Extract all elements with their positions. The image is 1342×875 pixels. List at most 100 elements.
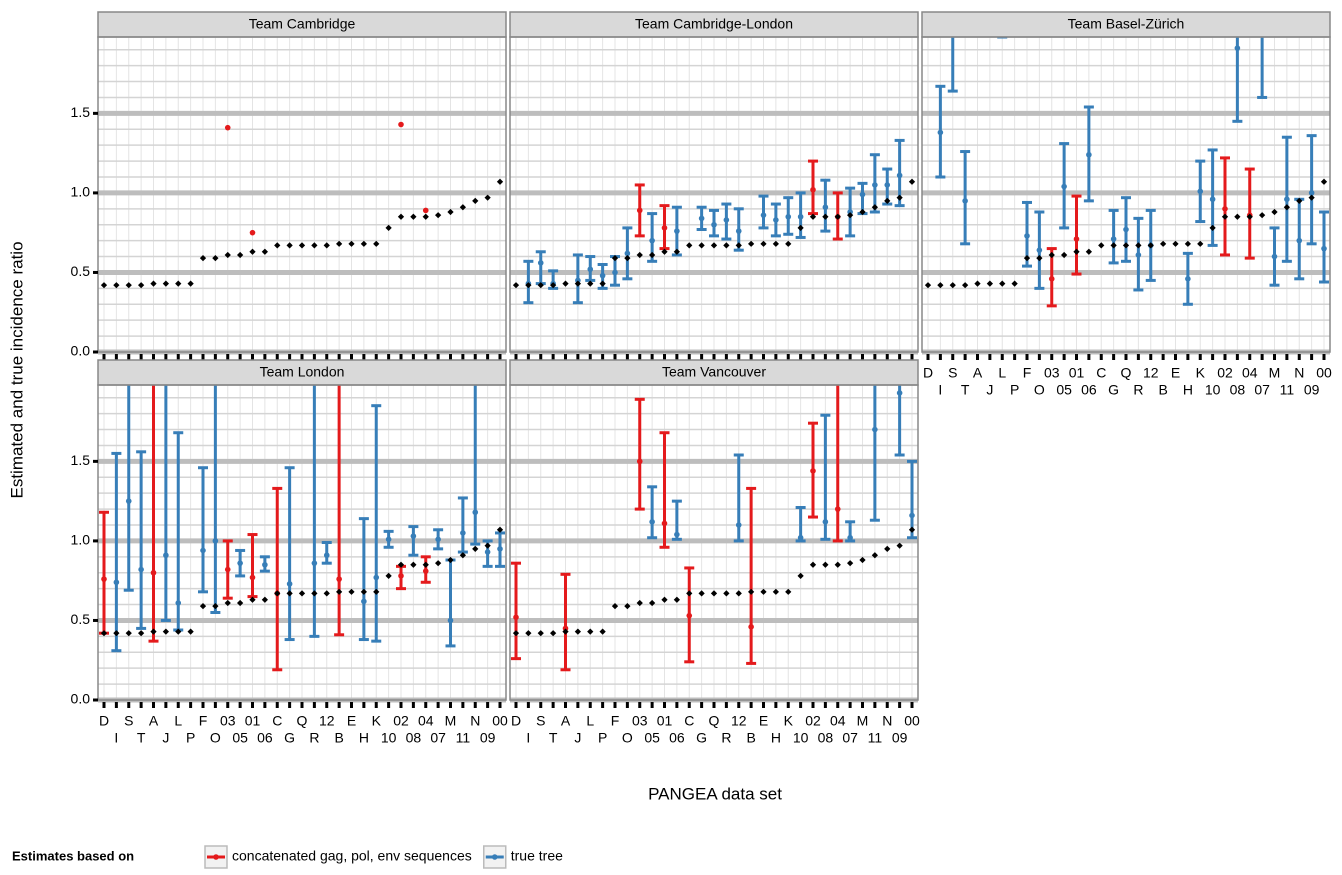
data-layer xyxy=(924,37,1329,308)
x-tick-label: K xyxy=(372,713,382,729)
x-tick-label: 11 xyxy=(456,730,471,746)
estimate-point xyxy=(484,549,491,555)
truth-point xyxy=(1122,242,1130,249)
estimate-point xyxy=(636,207,643,214)
truth-point xyxy=(1246,213,1253,220)
x-tick-label: 04 xyxy=(418,713,434,729)
truth-point xyxy=(150,628,157,635)
truth-point xyxy=(1135,242,1142,249)
x-tick-label: T xyxy=(549,730,558,746)
y-tick-label: 0.5 xyxy=(71,611,91,627)
estimate-point xyxy=(760,212,767,218)
truth-point xyxy=(1259,212,1266,219)
x-tick-label: Q xyxy=(297,713,308,729)
x-tick-label: 08 xyxy=(1230,382,1246,398)
estimate-point xyxy=(810,186,816,193)
x-tick-label: 07 xyxy=(842,730,858,746)
estimate-point xyxy=(150,569,157,576)
x-tick-label: O xyxy=(1034,382,1045,398)
x-tick-label: 12 xyxy=(319,713,335,729)
estimate-point xyxy=(937,129,944,136)
x-tick-label: E xyxy=(347,713,356,729)
estimate-point xyxy=(909,512,915,519)
estimate-point xyxy=(1086,151,1092,158)
truth-point xyxy=(859,556,866,564)
truth-point xyxy=(286,590,293,597)
estimate-point xyxy=(1073,236,1080,242)
truth-point xyxy=(373,588,380,595)
estimate-point xyxy=(612,269,618,276)
estimate-point xyxy=(237,560,243,566)
truth-point xyxy=(1283,204,1290,211)
x-tick-label: B xyxy=(746,730,755,746)
estimate-point xyxy=(587,266,594,273)
estimate-point xyxy=(125,498,132,504)
estimate-point xyxy=(1296,237,1303,244)
truth-point xyxy=(1061,251,1068,259)
x-tick-label: 11 xyxy=(1280,382,1295,398)
estimate-point xyxy=(1048,276,1055,282)
x-tick-label: D xyxy=(923,365,933,381)
truth-point xyxy=(537,630,544,637)
estimate-point xyxy=(249,574,256,581)
estimate-point xyxy=(797,534,804,541)
estimate-point xyxy=(311,560,318,566)
estimate-point xyxy=(859,191,866,198)
x-tick-label: 00 xyxy=(1316,365,1332,381)
y-axis-label: Estimated and true incidence ratio xyxy=(7,241,26,498)
facet-title: Team Cambridge-London xyxy=(635,16,793,32)
x-tick-label: 00 xyxy=(904,713,920,729)
truth-point xyxy=(822,561,829,568)
truth-point xyxy=(1221,213,1229,220)
x-tick-label: M xyxy=(1269,365,1281,381)
facet-title: Team Cambridge xyxy=(249,16,356,32)
data-layer xyxy=(512,138,916,305)
x-tick-label: 12 xyxy=(1143,365,1159,381)
estimate-point xyxy=(373,574,380,581)
truth-point xyxy=(785,588,792,595)
truth-point xyxy=(484,194,491,201)
estimate-point xyxy=(711,221,717,228)
estimate-point xyxy=(575,277,581,284)
estimate-point xyxy=(674,531,680,538)
truth-point xyxy=(735,590,742,597)
truth-point xyxy=(1308,194,1315,201)
estimate-point xyxy=(175,600,182,606)
x-tick-label: 05 xyxy=(644,730,660,746)
truth-point xyxy=(1048,251,1055,259)
truth-point xyxy=(723,590,730,597)
x-tick-label: I xyxy=(526,730,530,746)
y-tick-label: 0.5 xyxy=(71,263,91,279)
data-layer xyxy=(511,385,917,672)
x-tick-label: N xyxy=(1294,365,1304,381)
x-tick-label: 10 xyxy=(793,730,809,746)
estimate-point xyxy=(113,579,120,586)
estimate-point xyxy=(661,520,668,527)
estimate-point xyxy=(785,213,792,220)
estimate-point xyxy=(847,534,853,541)
x-tick-label: F xyxy=(199,713,208,729)
truth-point xyxy=(599,628,606,635)
truth-point xyxy=(472,545,479,552)
estimate-point xyxy=(1061,183,1067,190)
x-tick-label: L xyxy=(998,365,1006,381)
estimate-point xyxy=(1284,196,1290,203)
estimate-point xyxy=(896,390,903,396)
panel: Team Vancouver DISTAJLPFO03050106CGQR12BE… xyxy=(509,359,920,746)
x-tick-label: 02 xyxy=(393,713,409,729)
truth-point xyxy=(459,552,466,559)
truth-point xyxy=(624,255,631,262)
truth-point xyxy=(760,588,767,595)
x-tick-label: J xyxy=(986,382,993,398)
estimate-point xyxy=(472,509,479,516)
truth-point xyxy=(550,630,557,637)
truth-point xyxy=(274,590,281,597)
x-tick-label: L xyxy=(586,713,594,729)
x-tick-label: N xyxy=(470,713,480,729)
x-tick-label: F xyxy=(1023,365,1032,381)
x-tick-label: H xyxy=(771,730,781,746)
x-tick-label: K xyxy=(784,713,794,729)
truth-point xyxy=(484,542,491,549)
x-tick-label: 01 xyxy=(1069,365,1085,381)
